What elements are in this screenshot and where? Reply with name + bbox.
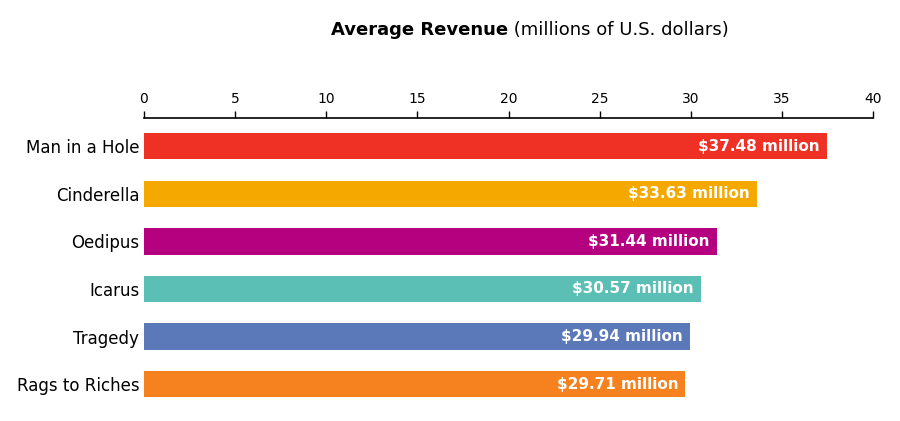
Bar xyxy=(144,133,827,160)
Text: $37.48 million: $37.48 million xyxy=(698,139,820,154)
Text: $31.44 million: $31.44 million xyxy=(589,234,710,249)
Text: $33.63 million: $33.63 million xyxy=(628,187,750,201)
Bar xyxy=(144,181,757,207)
Bar xyxy=(144,228,717,255)
Text: $29.71 million: $29.71 million xyxy=(556,376,679,392)
Bar xyxy=(144,276,701,302)
Text: $30.57 million: $30.57 million xyxy=(572,282,694,296)
Text: Average Revenue: Average Revenue xyxy=(331,21,508,39)
Text: (millions of U.S. dollars): (millions of U.S. dollars) xyxy=(508,21,729,39)
Bar xyxy=(144,371,686,397)
Bar xyxy=(144,323,689,349)
Text: $29.94 million: $29.94 million xyxy=(561,329,682,344)
